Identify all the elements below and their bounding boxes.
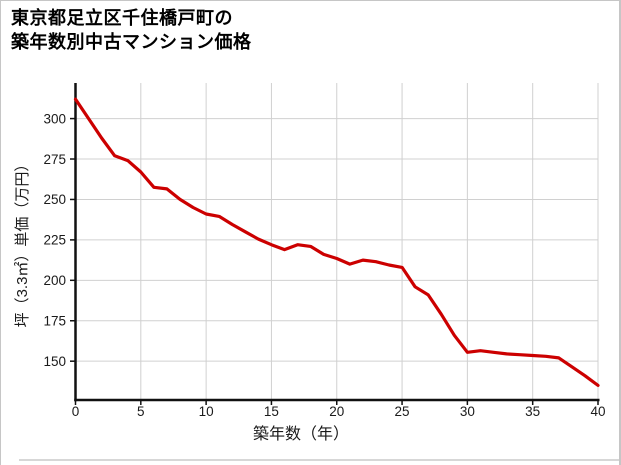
x-tick-label: 15 [264, 404, 279, 419]
bottom-divider [19, 459, 619, 461]
price-line [73, 97, 600, 387]
y-tick-label: 300 [43, 111, 66, 126]
x-axis-title: 築年数（年） [253, 425, 349, 443]
y-tick-label: 200 [43, 273, 66, 288]
y-tick-label: 175 [43, 314, 66, 329]
x-tick-label: 20 [329, 404, 344, 419]
x-tick-label: 0 [72, 404, 80, 419]
y-tick-label: 250 [43, 192, 66, 207]
x-tick-label: 10 [199, 404, 214, 419]
chart-title-line2: 築年数別中古マンション価格 [11, 32, 252, 52]
x-tick-label: 30 [460, 404, 475, 419]
y-tick-label: 225 [43, 233, 66, 248]
x-tick-label: 35 [525, 404, 540, 419]
chart-title-line1: 東京都足立区千住橋戸町の [11, 8, 233, 28]
y-axis-title: 坪（3.3㎡）単価（万円） [14, 157, 31, 328]
x-tick-label: 5 [137, 404, 145, 419]
y-tick-label: 275 [43, 152, 66, 167]
x-tick-label: 40 [590, 404, 605, 419]
y-tick-label: 150 [43, 354, 66, 369]
chart-title: 東京都足立区千住橋戸町の 築年数別中古マンション価格 [11, 6, 252, 54]
x-tick-label: 25 [395, 404, 410, 419]
